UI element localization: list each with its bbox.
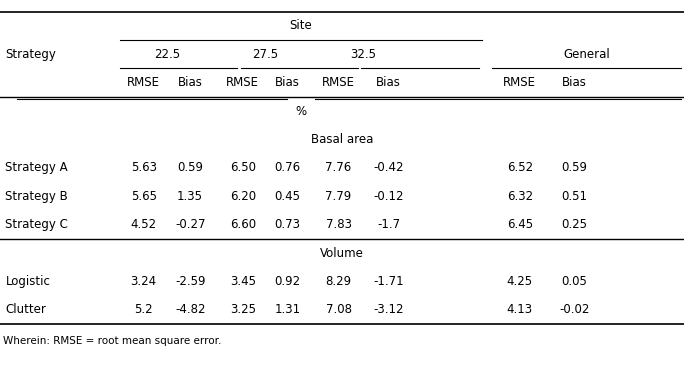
Text: Bias: Bias — [178, 76, 202, 89]
Text: 7.79: 7.79 — [326, 190, 352, 203]
Text: 5.65: 5.65 — [131, 190, 157, 203]
Text: Strategy A: Strategy A — [5, 161, 68, 174]
Text: 6.20: 6.20 — [230, 190, 256, 203]
Text: Bias: Bias — [562, 76, 587, 89]
Text: 8.29: 8.29 — [326, 275, 352, 288]
Text: 5.63: 5.63 — [131, 161, 157, 174]
Text: -1.71: -1.71 — [373, 275, 404, 288]
Text: RMSE: RMSE — [127, 76, 160, 89]
Text: 3.45: 3.45 — [230, 275, 256, 288]
Text: %: % — [295, 105, 306, 117]
Text: 7.83: 7.83 — [326, 218, 352, 231]
Text: 0.76: 0.76 — [274, 161, 300, 174]
Text: 0.25: 0.25 — [562, 218, 588, 231]
Text: 4.13: 4.13 — [507, 303, 533, 316]
Text: Site: Site — [289, 19, 313, 32]
Text: RMSE: RMSE — [322, 76, 355, 89]
Text: 5.2: 5.2 — [134, 303, 153, 316]
Text: 0.73: 0.73 — [274, 218, 300, 231]
Text: RMSE: RMSE — [226, 76, 259, 89]
Text: 4.25: 4.25 — [507, 275, 533, 288]
Text: 0.05: 0.05 — [562, 275, 588, 288]
Text: Strategy: Strategy — [5, 48, 56, 61]
Text: -1.7: -1.7 — [377, 218, 400, 231]
Text: 7.08: 7.08 — [326, 303, 352, 316]
Text: 7.76: 7.76 — [326, 161, 352, 174]
Text: General: General — [564, 48, 610, 61]
Text: 6.32: 6.32 — [507, 190, 533, 203]
Text: 22.5: 22.5 — [154, 48, 180, 61]
Text: Logistic: Logistic — [5, 275, 51, 288]
Text: Wherein: RMSE = root mean square error.: Wherein: RMSE = root mean square error. — [3, 336, 222, 346]
Text: 6.60: 6.60 — [230, 218, 256, 231]
Text: 3.25: 3.25 — [230, 303, 256, 316]
Text: -3.12: -3.12 — [373, 303, 404, 316]
Text: 3.24: 3.24 — [131, 275, 157, 288]
Text: Bias: Bias — [275, 76, 300, 89]
Text: 32.5: 32.5 — [350, 48, 376, 61]
Text: 0.59: 0.59 — [562, 161, 588, 174]
Text: -0.12: -0.12 — [373, 190, 404, 203]
Text: 6.52: 6.52 — [507, 161, 533, 174]
Text: Bias: Bias — [376, 76, 401, 89]
Text: -0.42: -0.42 — [373, 161, 404, 174]
Text: 0.92: 0.92 — [274, 275, 300, 288]
Text: 27.5: 27.5 — [252, 48, 278, 61]
Text: Strategy C: Strategy C — [5, 218, 68, 231]
Text: 1.35: 1.35 — [177, 190, 203, 203]
Text: 1.31: 1.31 — [274, 303, 300, 316]
Text: -0.02: -0.02 — [560, 303, 590, 316]
Text: 0.51: 0.51 — [562, 190, 588, 203]
Text: -4.82: -4.82 — [175, 303, 205, 316]
Text: 6.45: 6.45 — [507, 218, 533, 231]
Text: Volume: Volume — [320, 247, 364, 259]
Text: -2.59: -2.59 — [175, 275, 205, 288]
Text: RMSE: RMSE — [503, 76, 536, 89]
Text: 0.59: 0.59 — [177, 161, 203, 174]
Text: 6.50: 6.50 — [230, 161, 256, 174]
Text: -0.27: -0.27 — [175, 218, 205, 231]
Text: Strategy B: Strategy B — [5, 190, 68, 203]
Text: Clutter: Clutter — [5, 303, 47, 316]
Text: Basal area: Basal area — [311, 133, 373, 146]
Text: 4.52: 4.52 — [131, 218, 157, 231]
Text: 0.45: 0.45 — [274, 190, 300, 203]
